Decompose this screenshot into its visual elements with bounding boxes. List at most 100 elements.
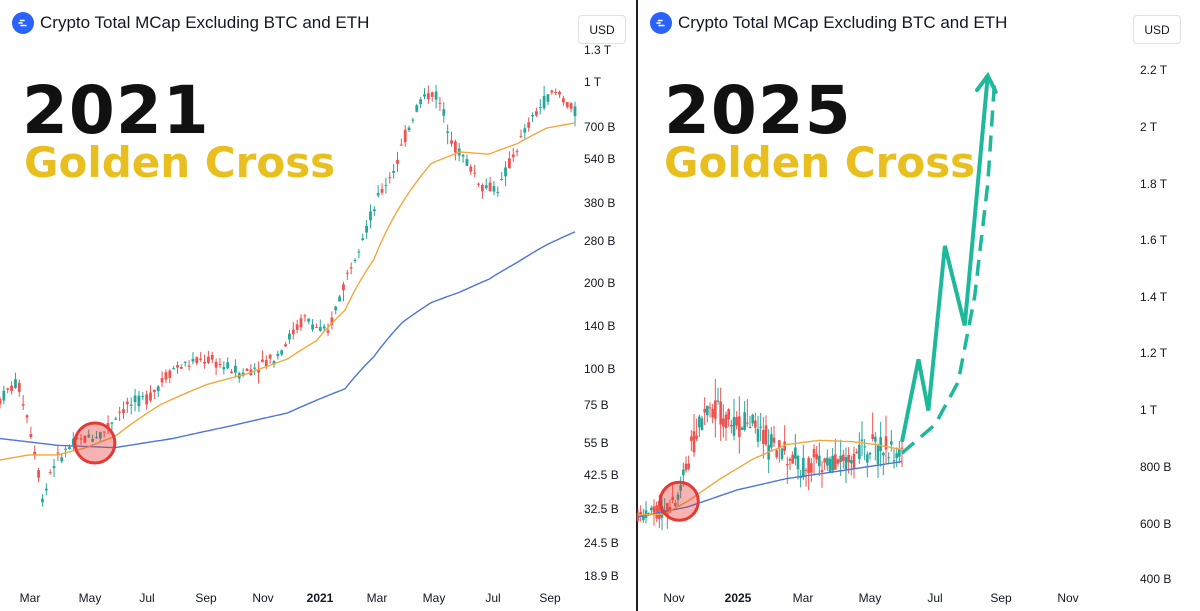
candle-body [700, 418, 704, 430]
candle-body [152, 389, 156, 392]
candle-body [87, 434, 91, 438]
candle-body [145, 394, 149, 405]
candle-body [17, 382, 21, 392]
ma-short-line [0, 122, 576, 461]
candle-body [160, 377, 164, 383]
candle-body [746, 422, 749, 424]
candle-body [253, 367, 257, 369]
candle-body [210, 355, 214, 360]
candle-body [71, 438, 75, 445]
y-axis-tick-label: 100 B [584, 362, 615, 376]
left-chart-title: Crypto Total MCap Excluding BTC and ETH [40, 13, 370, 32]
candle-body [257, 370, 260, 373]
candle-body [191, 358, 195, 362]
candle-body [149, 392, 152, 401]
candle-body [407, 127, 411, 131]
candle-body [230, 371, 233, 374]
candle-body [361, 238, 365, 241]
candle-body [334, 306, 338, 311]
candle-body [380, 188, 384, 193]
candle-body [879, 437, 882, 451]
golden-cross-marker [73, 421, 117, 465]
candle-body [10, 385, 13, 391]
candle-body [850, 459, 853, 464]
candle-body [895, 453, 898, 459]
candle-body [804, 469, 808, 471]
candle-body [345, 272, 349, 274]
candle-body [179, 366, 183, 369]
candle-body [558, 91, 561, 95]
right-chart-svg: 2.2 T 2 T 1.8 T 1.6 T 1.4 T 1.2 T 1 T 800 B 600 … [636, 63, 1171, 605]
candle-body [810, 463, 813, 473]
candle-body [218, 363, 222, 365]
candle-body [890, 441, 893, 445]
projection-zigzag-arrow [900, 75, 990, 443]
x-axis-tick-label: Mar [20, 591, 41, 605]
candle-body [226, 362, 230, 369]
candle-body [60, 457, 64, 462]
y-axis-tick-label: 24.5 B [584, 536, 619, 550]
candle-body [884, 436, 888, 450]
candle-body [411, 119, 415, 121]
right-currency-button[interactable]: USD [1133, 15, 1181, 44]
candle-body [772, 437, 776, 443]
candle-body [847, 454, 850, 463]
candle-body [376, 193, 380, 196]
y-axis-tick-label: 55 B [584, 436, 609, 450]
candle-body [679, 485, 682, 491]
candle-body [234, 365, 237, 373]
right-golden-cross-label: Golden Cross [664, 138, 976, 187]
y-axis-tick-label: 140 B [584, 319, 615, 333]
left-currency-button[interactable]: USD [578, 15, 626, 44]
candle-body [268, 354, 272, 359]
candle-body [272, 361, 276, 365]
candle-body [858, 444, 861, 459]
candle-body [690, 436, 693, 441]
y-axis-tick-label: 1 T [584, 75, 602, 89]
candle-body [399, 144, 403, 146]
x-axis-tick-label: May [79, 591, 102, 605]
candle-body [882, 452, 885, 456]
candle-body [52, 466, 56, 469]
candle-body [770, 434, 773, 448]
candle-body [698, 416, 701, 428]
candle-body [828, 458, 832, 473]
candle-body [732, 417, 736, 436]
candle-body [538, 107, 542, 109]
y-axis-tick-label: 600 B [1140, 517, 1171, 531]
candle-body [569, 103, 573, 109]
candle-body [764, 425, 768, 445]
candle-body [531, 115, 534, 117]
candle-body [716, 400, 720, 402]
y-axis-tick-label: 200 B [584, 276, 615, 290]
ma-long-line [637, 460, 903, 518]
candle-body [527, 122, 531, 128]
left-year-heading: 2021 [22, 72, 210, 149]
candle-body [687, 463, 690, 469]
right-chart-panel: 2.2 T 2 T 1.8 T 1.6 T 1.4 T 1.2 T 1 T 800 B 600 … [636, 0, 1200, 611]
candle-body [349, 267, 353, 269]
candle-body [396, 159, 399, 164]
y-axis-tick-label: 2.2 T [1140, 63, 1168, 77]
y-axis-tick-label: 800 B [1140, 460, 1171, 474]
candle-body [658, 500, 661, 519]
candle-body [775, 450, 778, 458]
candle-body [291, 329, 295, 335]
candle-body [168, 370, 172, 378]
candle-body [844, 457, 848, 470]
candle-body [820, 469, 824, 473]
left-golden-cross-label: Golden Cross [24, 138, 336, 187]
candle-body [682, 469, 685, 476]
right-header: Crypto Total MCap Excluding BTC and ETH [650, 12, 1007, 34]
candle-body [122, 409, 125, 413]
y-axis-tick-label: 700 B [584, 120, 615, 134]
candle-body [751, 414, 754, 424]
candle-body [299, 318, 303, 328]
candle-body [79, 438, 83, 440]
candle-body [342, 284, 345, 291]
candle-body [692, 431, 696, 453]
y-axis-tick-label: 1.2 T [1140, 346, 1168, 360]
candle-body [199, 358, 203, 360]
x-axis-tick-label: Jul [485, 591, 500, 605]
candle-body [802, 457, 805, 478]
